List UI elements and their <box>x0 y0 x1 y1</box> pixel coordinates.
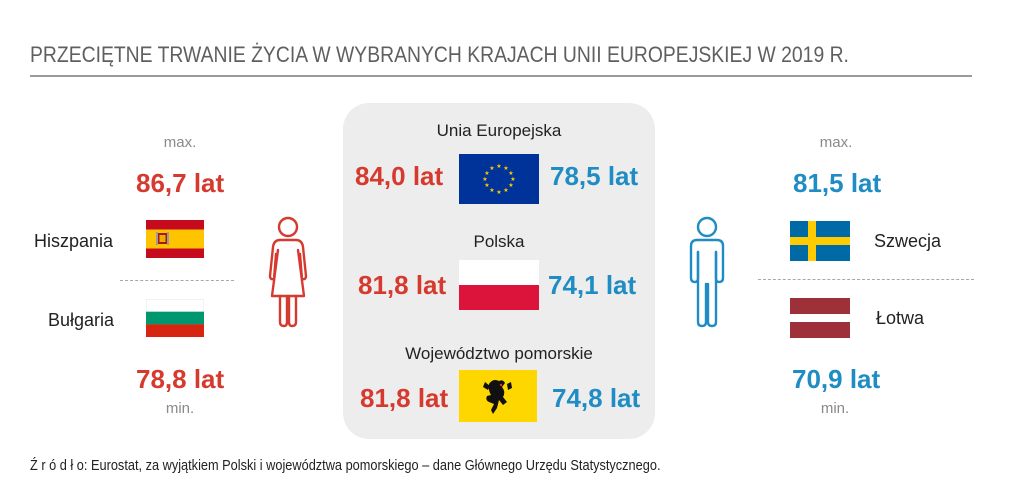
title-underline <box>30 75 972 77</box>
eu-female-value: 84,0 lat <box>355 161 444 191</box>
source-note: Ź r ó d ł o: Eurostat, za wyjątkiem Pols… <box>30 458 661 474</box>
svg-text:★: ★ <box>482 176 487 183</box>
right-max-label: max. <box>819 134 853 151</box>
left-divider <box>120 280 234 281</box>
eu-flag: ★ ★ ★ ★ ★ ★ ★ ★ ★ ★ ★ ★ <box>459 154 539 204</box>
left-max-value: 86,7 lat <box>136 168 225 198</box>
sweden-flag <box>790 221 850 261</box>
left-min-country: Bułgaria <box>48 310 115 330</box>
pl-label: Polska <box>473 232 525 251</box>
eu-male-value: 78,5 lat <box>550 161 639 191</box>
pom-label: Województwo pomorskie <box>405 344 593 363</box>
male-figure-icon <box>685 216 729 328</box>
left-max-country: Hiszpania <box>34 231 114 251</box>
right-max-value: 81,5 lat <box>793 168 882 198</box>
right-min-value: 70,9 lat <box>792 364 881 394</box>
svg-text:★: ★ <box>489 187 494 194</box>
spain-flag <box>146 220 204 258</box>
left-max-label: max. <box>163 134 197 151</box>
pomorskie-flag <box>459 370 537 422</box>
svg-text:★: ★ <box>484 170 489 177</box>
svg-text:★: ★ <box>496 163 501 170</box>
svg-text:★: ★ <box>503 187 508 194</box>
bulgaria-flag <box>146 299 204 337</box>
svg-text:★: ★ <box>510 176 515 183</box>
svg-text:★: ★ <box>508 170 513 177</box>
right-min-label: min. <box>820 400 850 417</box>
right-divider <box>758 279 974 280</box>
svg-text:★: ★ <box>496 189 501 196</box>
svg-text:★: ★ <box>484 182 489 189</box>
right-min-country: Łotwa <box>876 308 925 328</box>
pom-female-value: 81,8 lat <box>360 383 449 413</box>
svg-text:★: ★ <box>489 165 494 172</box>
latvia-flag <box>790 298 850 338</box>
svg-text:★: ★ <box>508 182 513 189</box>
left-min-value: 78,8 lat <box>136 364 225 394</box>
pom-male-value: 74,8 lat <box>552 383 641 413</box>
female-figure-icon <box>264 216 312 328</box>
poland-flag <box>459 260 539 310</box>
eu-label: Unia Europejska <box>436 121 562 140</box>
right-max-country: Szwecja <box>874 231 942 251</box>
pl-male-value: 74,1 lat <box>548 270 637 300</box>
left-min-label: min. <box>165 400 195 417</box>
svg-text:★: ★ <box>503 165 508 172</box>
pl-female-value: 81,8 lat <box>358 270 447 300</box>
page-title: PRZECIĘTNE TRWANIE ŻYCIA W WYBRANYCH KRA… <box>30 42 849 67</box>
